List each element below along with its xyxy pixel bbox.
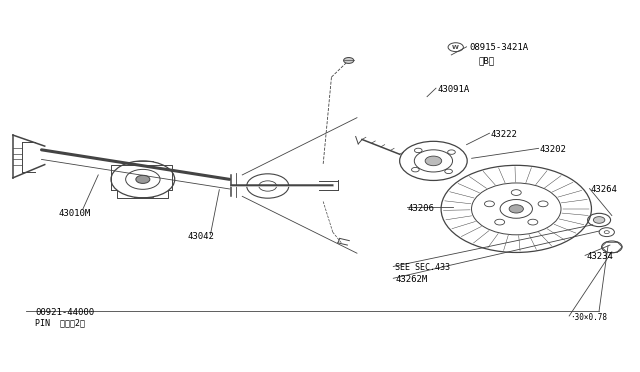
Text: 43234: 43234 (586, 252, 613, 262)
Text: 43010M: 43010M (59, 209, 91, 218)
Text: 43264: 43264 (591, 185, 618, 194)
Text: 00921-44000: 00921-44000 (35, 308, 94, 317)
Text: SEE SEC.433: SEE SEC.433 (395, 263, 450, 272)
Text: 08915-3421A: 08915-3421A (470, 43, 529, 52)
Circle shape (593, 217, 605, 223)
Circle shape (425, 156, 442, 166)
Text: 43262M: 43262M (395, 275, 428, 284)
Text: ·30×0.78: ·30×0.78 (570, 313, 607, 322)
Text: 43222: 43222 (491, 130, 518, 139)
Text: PIN  ピン（2）: PIN ピン（2） (35, 319, 85, 328)
Text: 43042: 43042 (188, 232, 214, 241)
Text: 43206: 43206 (408, 203, 435, 213)
Text: 〈B〉: 〈B〉 (478, 57, 494, 66)
Text: 43202: 43202 (540, 145, 566, 154)
Text: 43091A: 43091A (438, 85, 470, 94)
Circle shape (509, 205, 524, 213)
Text: W: W (452, 45, 459, 50)
Circle shape (344, 58, 354, 63)
Circle shape (136, 175, 150, 183)
